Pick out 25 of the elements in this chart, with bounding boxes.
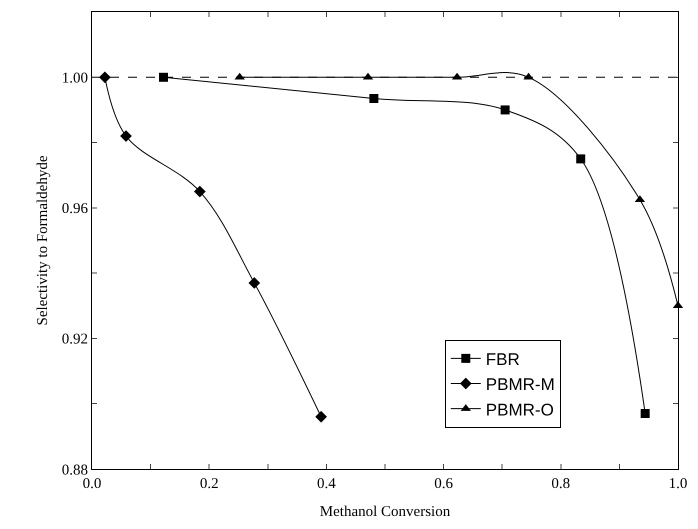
legend-label: PBMR-O [486,400,554,420]
point [369,94,378,103]
legend-label: FBR [486,350,520,370]
point [194,186,206,198]
x-tick-label: 0.0 [82,476,102,492]
y-tick-label: 0.96 [62,201,88,218]
x-tick-label: 1.0 [668,476,688,492]
x-tick-label: 0.8 [551,476,570,492]
x-tick-label: 0.4 [317,476,336,492]
point [120,130,132,142]
y-axis-title: Selectivity to Formaldehyde [35,155,51,326]
legend-label: PBMR-M [486,375,555,394]
x-tick-label: 0.6 [434,476,454,492]
x-axis-title: Methanol Conversion [320,504,451,520]
x-tick-label: 0.2 [200,476,219,492]
y-tick-label: 0.92 [62,332,88,348]
y-tick-label: 0.88 [62,462,88,478]
point [99,71,111,84]
point [315,410,327,423]
point [500,105,510,114]
y-tick-label: 1.00 [62,70,88,87]
point [640,409,650,418]
point [158,72,168,82]
point [576,154,586,164]
point [248,277,260,289]
